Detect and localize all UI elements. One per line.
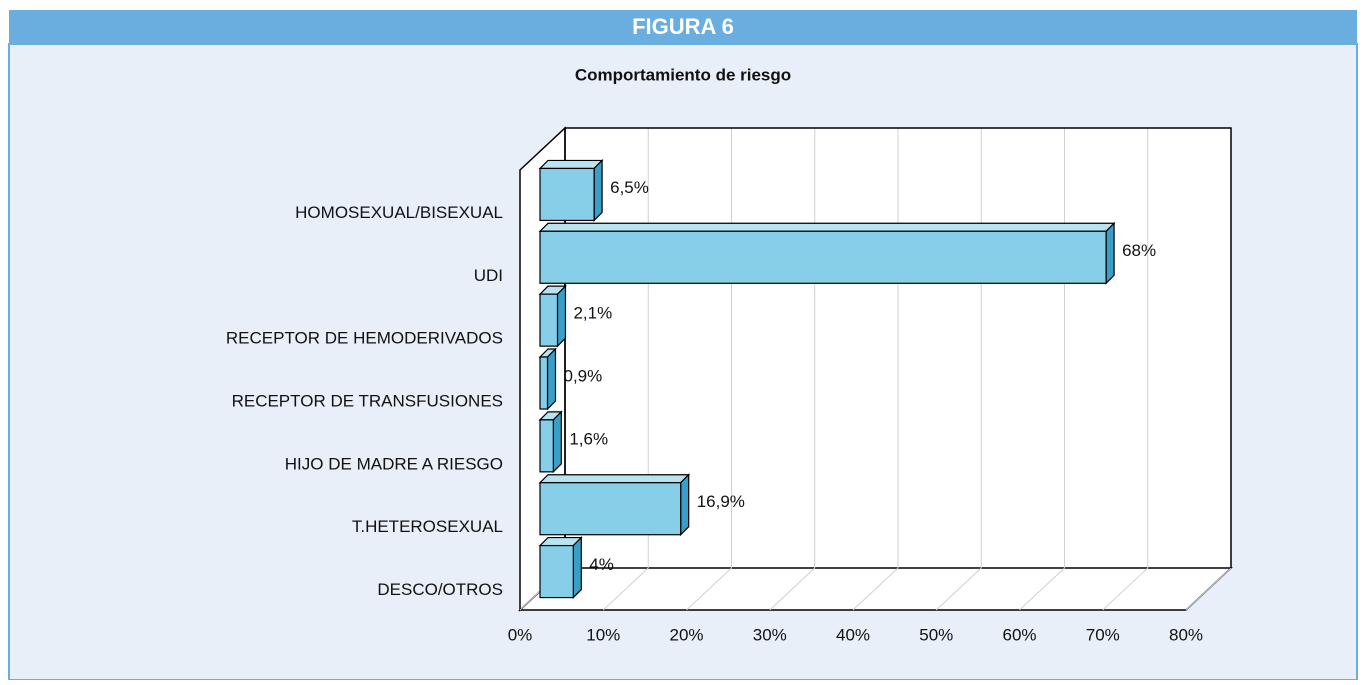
bar <box>539 544 574 599</box>
grid-line <box>686 567 732 611</box>
y-tick-label: HIJO DE MADRE A RIESGO <box>285 454 503 473</box>
bar-top <box>538 159 604 170</box>
x-tick-label: 30% <box>753 625 787 644</box>
bar-side <box>552 410 562 474</box>
bar <box>539 482 682 536</box>
grid-line <box>935 567 982 611</box>
grid-line <box>1019 567 1065 611</box>
bar-top <box>538 474 691 484</box>
x-tick-label: 50% <box>919 625 953 644</box>
grid-line <box>602 567 649 611</box>
x-tick-label: 80% <box>1169 625 1203 644</box>
figure-label: FIGURA 6 <box>632 14 734 39</box>
y-tick-label: DESCO/OTROS <box>377 580 503 599</box>
bar-side <box>546 347 557 411</box>
bar-side <box>572 536 582 600</box>
y-tick-label: T.HETEROSEXUAL <box>352 517 503 536</box>
value-label: 2,1% <box>573 304 612 323</box>
bar <box>539 230 1107 284</box>
bar-side <box>593 158 603 222</box>
bar-side <box>680 473 690 537</box>
bar-top <box>538 222 1116 232</box>
x-tick-label: 20% <box>669 625 703 644</box>
value-label: 4% <box>589 555 614 574</box>
grid-line <box>769 567 816 611</box>
value-label: 68% <box>1122 241 1156 260</box>
y-tick-label: RECEPTOR DE HEMODERIVADOS <box>226 329 503 348</box>
bar <box>539 167 595 222</box>
x-tick-label: 0% <box>508 625 533 644</box>
bar-side <box>556 284 567 348</box>
x-tick-label: 10% <box>586 625 620 644</box>
bar-side <box>1105 221 1115 285</box>
bar <box>539 356 549 410</box>
y-tick-label: RECEPTOR DE TRANSFUSIONES <box>232 391 503 410</box>
x-tick-label: 70% <box>1086 625 1120 644</box>
back-frame <box>564 127 1232 568</box>
value-label: 1,6% <box>569 429 608 448</box>
bar <box>539 293 559 347</box>
value-label: 0,9% <box>563 366 602 385</box>
x-tick-label: 40% <box>836 625 870 644</box>
grid-line <box>1102 567 1149 611</box>
grid-line <box>1185 567 1232 611</box>
value-label: 16,9% <box>697 492 745 511</box>
y-tick-label: UDI <box>474 266 503 285</box>
value-label: 6,5% <box>610 178 649 197</box>
header-bar <box>9 10 1357 44</box>
x-tick-label: 60% <box>1002 625 1036 644</box>
grid-line <box>852 567 899 611</box>
chart-title: Comportamiento de riesgo <box>575 65 791 84</box>
bar <box>539 419 554 473</box>
y-tick-label: HOMOSEXUAL/BISEXUAL <box>295 203 503 222</box>
